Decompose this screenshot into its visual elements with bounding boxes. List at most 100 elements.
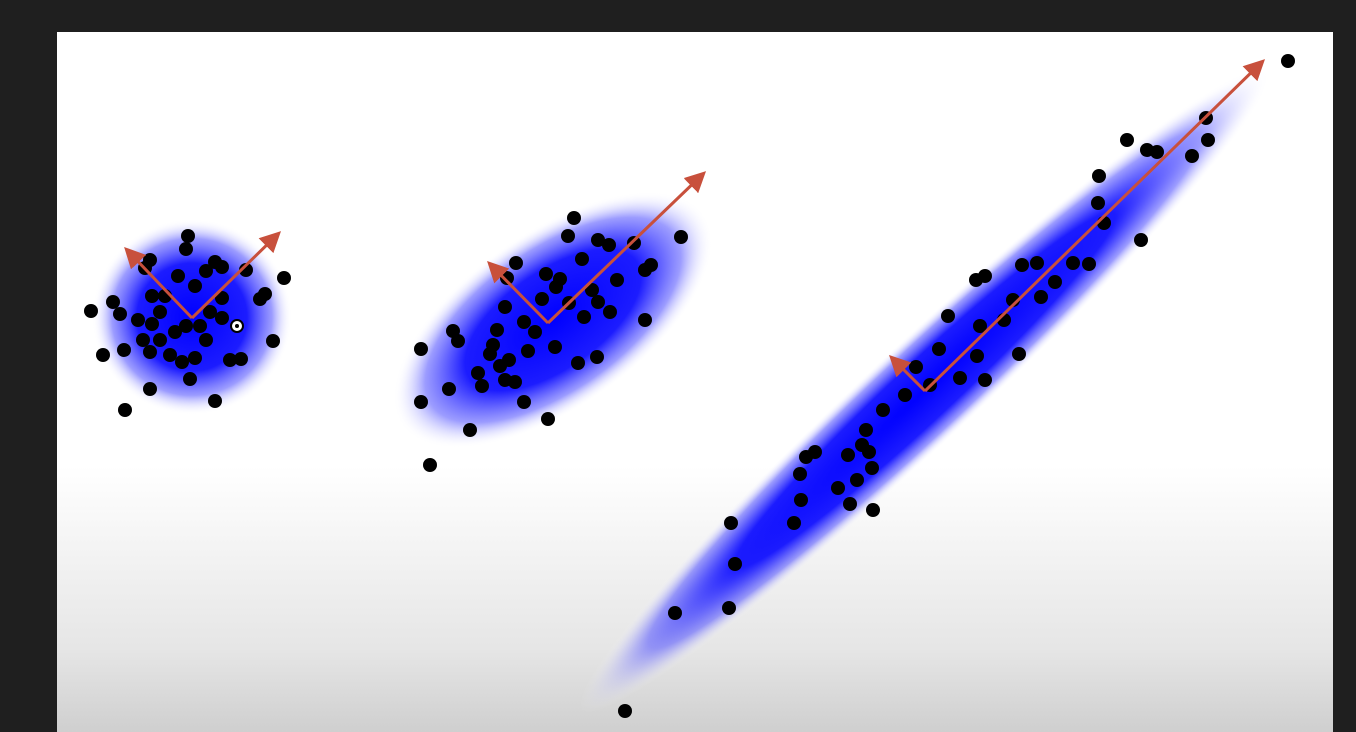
data-point (117, 343, 131, 357)
data-point (483, 347, 497, 361)
data-point (423, 458, 437, 472)
data-point (548, 340, 562, 354)
data-point (850, 473, 864, 487)
data-point (193, 319, 207, 333)
data-point (618, 704, 632, 718)
data-point (215, 260, 229, 274)
cluster-linear (579, 54, 1295, 718)
data-point (787, 516, 801, 530)
data-point (143, 382, 157, 396)
data-point (239, 263, 253, 277)
data-point (575, 252, 589, 266)
data-point (724, 516, 738, 530)
data-point (183, 372, 197, 386)
principal-axes-linear (889, 59, 1266, 393)
data-point (475, 379, 489, 393)
data-point (1015, 258, 1029, 272)
data-point (253, 292, 267, 306)
data-point (498, 300, 512, 314)
data-point (509, 256, 523, 270)
data-point (610, 273, 624, 287)
data-point (208, 394, 222, 408)
data-point (808, 445, 822, 459)
data-point (978, 373, 992, 387)
data-point (831, 481, 845, 495)
data-point (203, 305, 217, 319)
data-point (136, 333, 150, 347)
data-point (118, 403, 132, 417)
data-point (1066, 256, 1080, 270)
data-point (153, 305, 167, 319)
data-point (84, 304, 98, 318)
data-point (414, 342, 428, 356)
data-point (859, 423, 873, 437)
data-point (898, 388, 912, 402)
data-point (1281, 54, 1295, 68)
data-point (866, 503, 880, 517)
data-point (1120, 133, 1134, 147)
data-point (1012, 347, 1026, 361)
data-point (1034, 290, 1048, 304)
data-point (106, 295, 120, 309)
data-point (970, 349, 984, 363)
data-point (865, 461, 879, 475)
data-point (188, 351, 202, 365)
principal-axes-round (124, 231, 282, 320)
data-point (539, 267, 553, 281)
data-point (493, 359, 507, 373)
principal-axes-elongated (487, 171, 707, 325)
data-point (277, 271, 291, 285)
data-point (1201, 133, 1215, 147)
data-point (567, 211, 581, 225)
data-point (517, 315, 531, 329)
data-point (644, 258, 658, 272)
data-point (590, 350, 604, 364)
data-point (179, 242, 193, 256)
data-point (143, 345, 157, 359)
data-point (442, 382, 456, 396)
data-point (188, 279, 202, 293)
target-cursor-icon (230, 319, 244, 333)
data-point (978, 269, 992, 283)
data-point (932, 342, 946, 356)
data-point (553, 272, 567, 286)
data-point (414, 395, 428, 409)
data-point (585, 283, 599, 297)
data-point (953, 371, 967, 385)
data-point (517, 395, 531, 409)
data-point (571, 356, 585, 370)
data-point (941, 309, 955, 323)
data-point (521, 344, 535, 358)
data-point (171, 269, 185, 283)
data-point (113, 307, 127, 321)
points-linear (618, 54, 1295, 718)
data-point (577, 310, 591, 324)
data-point (1082, 257, 1096, 271)
axis-arrow-primary (923, 59, 1266, 393)
data-point (451, 334, 465, 348)
data-point (973, 319, 987, 333)
data-point (528, 325, 542, 339)
data-point (266, 334, 280, 348)
data-point (145, 289, 159, 303)
axis-arrow-secondary (889, 355, 927, 393)
data-point (199, 264, 213, 278)
data-point (722, 601, 736, 615)
data-point (674, 230, 688, 244)
data-point (794, 493, 808, 507)
data-point (175, 355, 189, 369)
data-point (591, 233, 605, 247)
density-blob-linear (579, 67, 1271, 713)
data-point (168, 325, 182, 339)
data-point (498, 373, 512, 387)
data-point (1150, 145, 1164, 159)
data-point (181, 229, 195, 243)
data-point (215, 311, 229, 325)
data-point (131, 313, 145, 327)
data-point (179, 319, 193, 333)
data-point (638, 313, 652, 327)
data-point (234, 352, 248, 366)
data-point (591, 295, 605, 309)
data-point (603, 305, 617, 319)
